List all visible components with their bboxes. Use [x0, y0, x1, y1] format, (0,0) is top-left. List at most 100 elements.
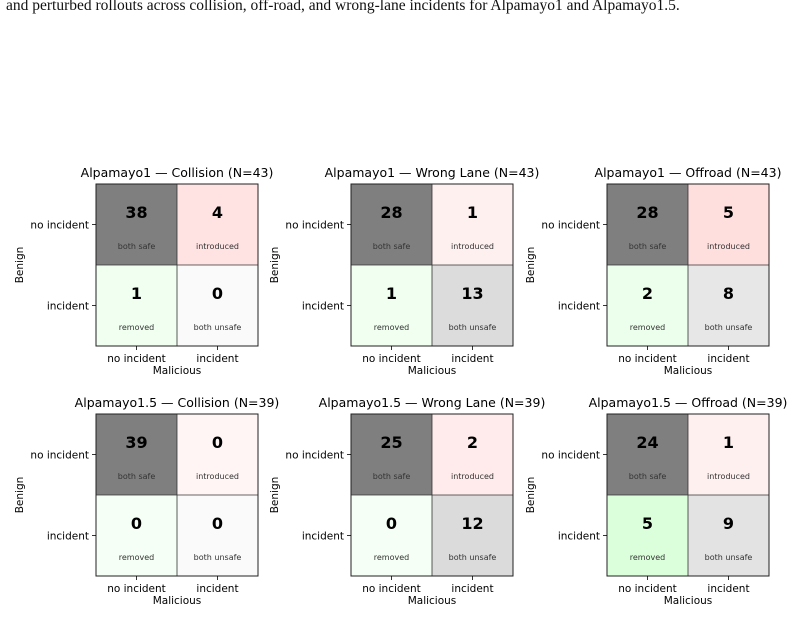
cell-category-label: removed	[119, 323, 154, 332]
cell-category-label: introduced	[196, 472, 239, 481]
heatmap-cell	[177, 495, 258, 576]
x-axis-label: Malicious	[153, 595, 202, 607]
x-tick-label: incident	[196, 583, 238, 595]
cell-count-label: 1	[723, 433, 734, 452]
heatmap-cell	[96, 265, 177, 346]
cell-count-label: 4	[212, 203, 223, 222]
y-tick-label: incident	[558, 531, 600, 543]
panel-frame	[350, 183, 514, 347]
cell-category-label: removed	[119, 553, 154, 562]
cell-count-label: 2	[642, 284, 653, 303]
y-axis-label: Benign	[525, 247, 537, 284]
cell-category-label: both unsafe	[449, 323, 497, 332]
cell-count-label: 5	[642, 514, 653, 533]
y-tick-label: no incident	[285, 220, 344, 232]
heatmap-cell	[351, 414, 432, 495]
panel-frame	[350, 413, 514, 577]
x-axis-label: Malicious	[664, 595, 713, 607]
cell-category-label: both safe	[629, 242, 667, 251]
heatmap-cell	[688, 414, 769, 495]
cell-category-label: introduced	[196, 242, 239, 251]
heatmap-cell	[96, 414, 177, 495]
y-tick-label: no incident	[30, 450, 89, 462]
heatmap-cell	[432, 495, 513, 576]
x-axis-label: Malicious	[664, 365, 713, 377]
cell-category-label: introduced	[451, 242, 494, 251]
heatmap-cell	[607, 495, 688, 576]
cell-category-label: removed	[374, 323, 409, 332]
cell-count-label: 0	[131, 514, 142, 533]
y-tick-label: incident	[47, 531, 89, 543]
heatmap-cell	[432, 265, 513, 346]
heatmap-cell	[688, 265, 769, 346]
y-tick-label: incident	[302, 301, 344, 313]
x-axis-label: Malicious	[408, 365, 457, 377]
heatmap-cell	[432, 184, 513, 265]
x-tick-label: no incident	[362, 583, 421, 595]
cell-count-label: 0	[212, 514, 223, 533]
cell-category-label: introduced	[707, 472, 750, 481]
x-tick-label: no incident	[362, 353, 421, 365]
cell-category-label: both safe	[629, 472, 667, 481]
heatmap-cell	[607, 265, 688, 346]
y-axis-label: Benign	[525, 477, 537, 514]
panel-frame	[606, 413, 770, 577]
y-tick-label: no incident	[285, 450, 344, 462]
y-axis-label: Benign	[269, 477, 281, 514]
x-tick-label: no incident	[107, 583, 166, 595]
cell-count-label: 1	[131, 284, 142, 303]
heatmap-cell	[177, 265, 258, 346]
cell-count-label: 1	[386, 284, 397, 303]
y-axis-label: Benign	[14, 477, 26, 514]
y-axis-label: Benign	[14, 247, 26, 284]
heatmap-cell	[607, 414, 688, 495]
cell-category-label: both safe	[118, 472, 156, 481]
cell-count-label: 38	[125, 203, 147, 222]
panel-title: Alpamayo1 — Collision (N=43)	[81, 165, 274, 180]
cell-category-label: both unsafe	[705, 323, 753, 332]
panel-frame	[95, 183, 259, 347]
figure-caption: and perturbed rollouts across collision,…	[6, 0, 680, 14]
heatmap-cell	[351, 184, 432, 265]
x-axis-label: Malicious	[408, 595, 457, 607]
cell-count-label: 2	[467, 433, 478, 452]
cell-category-label: both unsafe	[194, 323, 242, 332]
cell-category-label: both safe	[373, 472, 411, 481]
panel-title: Alpamayo1 — Wrong Lane (N=43)	[325, 165, 540, 180]
x-tick-label: incident	[451, 583, 493, 595]
cell-category-label: both unsafe	[194, 553, 242, 562]
x-tick-label: no incident	[618, 583, 677, 595]
x-tick-label: incident	[707, 353, 749, 365]
cell-count-label: 0	[386, 514, 397, 533]
cell-category-label: both safe	[373, 242, 411, 251]
x-tick-label: incident	[451, 353, 493, 365]
cell-count-label: 28	[636, 203, 658, 222]
heatmap-cell	[351, 265, 432, 346]
y-tick-label: incident	[47, 301, 89, 313]
heatmap-cell	[177, 184, 258, 265]
heatmap-cell	[177, 414, 258, 495]
heatmap-cell	[96, 495, 177, 576]
x-tick-label: incident	[707, 583, 749, 595]
cell-count-label: 5	[723, 203, 734, 222]
cell-count-label: 0	[212, 284, 223, 303]
cell-category-label: removed	[374, 553, 409, 562]
cell-category-label: both unsafe	[705, 553, 753, 562]
heatmap-cell	[607, 184, 688, 265]
panel-title: Alpamayo1 — Offroad (N=43)	[595, 165, 782, 180]
cell-category-label: removed	[630, 323, 665, 332]
cell-count-label: 0	[212, 433, 223, 452]
panel-frame	[95, 413, 259, 577]
cell-count-label: 8	[723, 284, 734, 303]
panel-title: Alpamayo1.5 — Collision (N=39)	[75, 395, 280, 410]
y-tick-label: no incident	[30, 220, 89, 232]
cell-count-label: 12	[461, 514, 483, 533]
panel-title: Alpamayo1.5 — Wrong Lane (N=39)	[319, 395, 546, 410]
y-tick-label: no incident	[541, 220, 600, 232]
cell-count-label: 25	[380, 433, 402, 452]
heatmap-cell	[96, 184, 177, 265]
cell-category-label: both safe	[118, 242, 156, 251]
x-axis-label: Malicious	[153, 365, 202, 377]
cell-count-label: 1	[467, 203, 478, 222]
